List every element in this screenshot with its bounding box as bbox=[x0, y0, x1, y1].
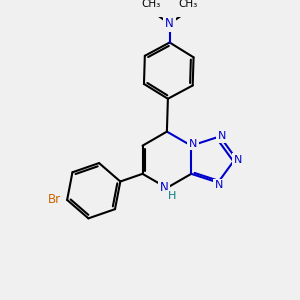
Text: N: N bbox=[234, 155, 242, 165]
Text: N: N bbox=[218, 131, 226, 141]
Text: N: N bbox=[160, 182, 168, 194]
Text: N: N bbox=[165, 17, 174, 30]
Text: Br: Br bbox=[47, 194, 61, 206]
Text: CH₃: CH₃ bbox=[179, 0, 198, 9]
Text: CH₃: CH₃ bbox=[141, 0, 160, 9]
Text: N: N bbox=[215, 180, 223, 190]
Text: N: N bbox=[189, 139, 197, 149]
Text: H: H bbox=[167, 191, 176, 201]
